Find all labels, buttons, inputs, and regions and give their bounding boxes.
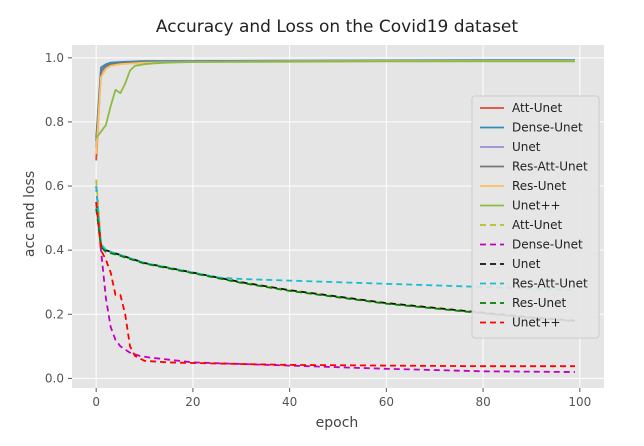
ticks: 0 20 40 60 80 100 0.0 0.2 0.4 0.6 0.8 1.0 [45,51,591,409]
x-tick-label: 0 [92,395,100,409]
x-tick-label: 100 [568,395,591,409]
legend-label: Att-Unet [512,101,563,115]
series-line-5 [95,60,575,139]
series-line-7 [95,185,576,373]
legend-box [471,95,600,339]
y-tick-label: 1.0 [45,51,64,65]
x-tick-label: 40 [282,395,297,409]
y-tick-label: 0.2 [45,307,64,321]
legend-label: Dense-Unet [512,238,583,252]
legend-label: Res-Att-Unet [512,277,588,291]
y-tick-label: 0.4 [45,243,64,257]
legend-label: Unet++ [512,199,561,213]
legend-label: Unet++ [512,316,561,330]
x-tick-label: 20 [185,395,200,409]
legend: Att-Unet Dense-Unet Unet Res-Att-Unet Res-Un… [471,95,600,339]
y-tick-label: 0.8 [45,115,64,129]
x-tick-label: 80 [475,395,490,409]
y-tick-label: 0.0 [45,371,64,385]
chart-title: Accuracy and Loss on the Covid19 dataset [156,17,518,37]
x-axis-label: epoch [316,415,359,431]
series-line-9 [95,185,576,292]
y-tick-label: 0.6 [45,179,64,193]
legend-label: Att-Unet [512,218,563,232]
series-line-11 [95,202,575,368]
y-axis-label: acc and loss [22,171,38,257]
legend-label: Res-Att-Unet [512,160,588,174]
legend-label: Unet [512,140,541,154]
x-tick-label: 60 [379,395,394,409]
legend-label: Unet [512,257,541,271]
legend-label: Res-Unet [512,296,567,310]
legend-label: Res-Unet [512,179,567,193]
legend-label: Dense-Unet [512,121,583,135]
